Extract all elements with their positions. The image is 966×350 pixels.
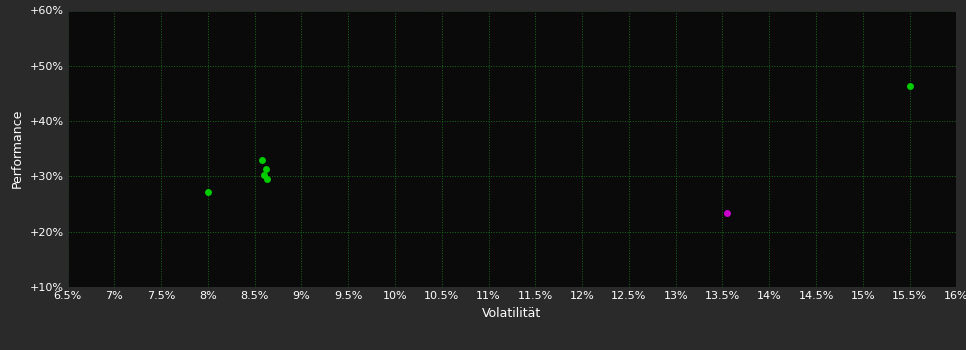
Point xyxy=(254,157,270,163)
Point xyxy=(720,211,735,216)
Y-axis label: Performance: Performance xyxy=(11,109,24,188)
Point xyxy=(200,189,215,195)
Point xyxy=(256,172,271,177)
X-axis label: Volatilität: Volatilität xyxy=(482,307,542,320)
Point xyxy=(902,83,918,89)
Point xyxy=(258,166,273,172)
Point xyxy=(259,176,274,182)
